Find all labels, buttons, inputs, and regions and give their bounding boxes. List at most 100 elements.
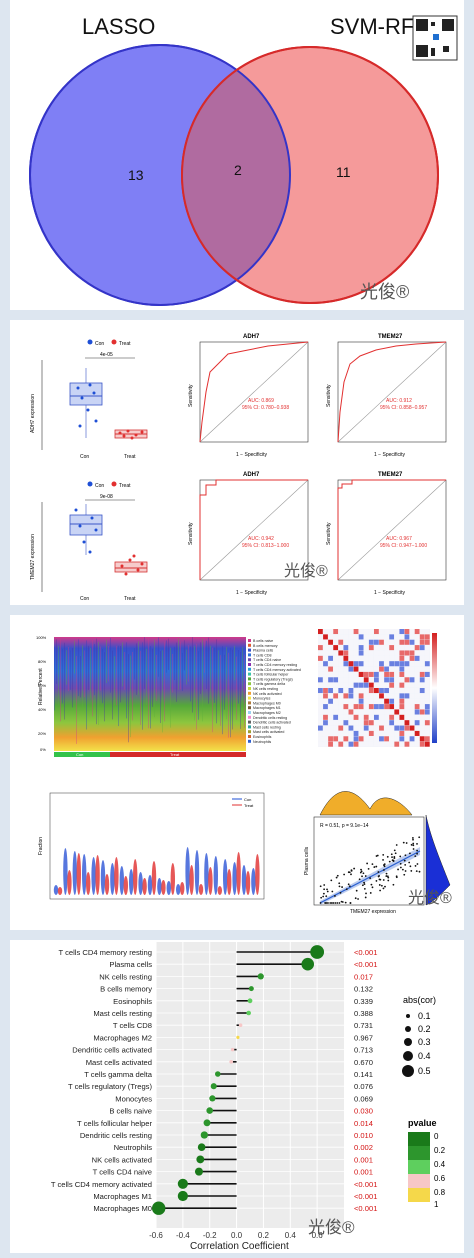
size-legend-4: 0.5 — [418, 1066, 431, 1076]
lollipop-dot — [206, 1107, 214, 1114]
row-pvalue: 0.339 — [354, 997, 373, 1006]
lollipop-dot — [209, 1095, 216, 1102]
box2-pvalue: 9e-08 — [100, 494, 113, 500]
row-label: NK cells resting — [99, 972, 152, 981]
lollipop-dot — [210, 1083, 217, 1090]
lollipop-dot — [236, 1035, 240, 1039]
stack-tick-20: 20% — [38, 731, 46, 736]
roc1-auc: AUC: 0.869 — [248, 398, 274, 404]
lollipop-dot — [177, 1178, 188, 1189]
color-legend-4: 0.8 — [434, 1188, 446, 1197]
lollipop-chart: T cells CD4 memory resting <0.001 Plasma c… — [51, 942, 446, 1252]
lollipop-dot — [238, 1023, 243, 1027]
row-label: T cells regulatory (Tregs) — [68, 1082, 152, 1091]
lollipop-dot — [200, 1131, 209, 1139]
row-pvalue: 0.010 — [354, 1131, 373, 1140]
row-pvalue: 0.001 — [354, 1168, 373, 1177]
row-label: Macrophages M1 — [93, 1192, 152, 1201]
box1-xlabel-treat: Treat — [124, 454, 136, 460]
roc2-title: TMEM27 — [378, 334, 403, 340]
row-label: B cells naive — [109, 1107, 152, 1116]
row-pvalue: 0.670 — [354, 1058, 373, 1067]
roc3-xlabel: 1 − Specificity — [236, 590, 267, 596]
stack-legend-item: Plasma cells — [253, 649, 273, 653]
row-label: T cells follicular helper — [77, 1119, 152, 1128]
row-pvalue: 0.731 — [354, 1021, 373, 1030]
stack-legend-item: T cells CD4 naive — [253, 658, 281, 662]
row-label: Macrophages M2 — [93, 1033, 152, 1042]
lollipop-dot — [246, 1010, 251, 1016]
color-legend-2: 0.4 — [434, 1160, 446, 1169]
group-label-treat: Treat — [170, 752, 180, 757]
box1-legend-con: Con — [95, 341, 104, 347]
stack-legend-item: B cells naive — [253, 639, 273, 643]
stack-legend-item: T cells gamma delta — [253, 682, 285, 686]
roc1-ylabel: Sensitivity — [188, 384, 194, 407]
row-label: Neutrophils — [114, 1143, 153, 1152]
roc4-ylabel: Sensitivity — [326, 522, 332, 545]
row-pvalue: 0.076 — [354, 1082, 373, 1091]
size-legend-3: 0.4 — [418, 1051, 431, 1061]
row-pvalue: 0.713 — [354, 1046, 373, 1055]
row-label: Plasma cells — [109, 960, 152, 969]
venn-overlap — [182, 47, 290, 303]
row-pvalue: <0.001 — [354, 960, 377, 969]
roc-panel: Con Treat 4e-05 ADH7 expression Con Trea… — [10, 320, 464, 605]
size-legend-0: 0.1 — [418, 1011, 431, 1021]
row-pvalue: 0.967 — [354, 1033, 373, 1042]
stack-legend-item: T cells CD4 memory resting — [253, 663, 297, 667]
row-label: Macrophages M0 — [93, 1204, 152, 1213]
box2-xlabel-treat: Treat — [124, 596, 136, 602]
stack-tick-100: 100% — [36, 635, 47, 640]
x-tick-label: -0.4 — [176, 1231, 190, 1240]
lollipop-dot — [229, 1059, 234, 1064]
lollipop-dot — [257, 973, 264, 980]
color-legend: pvalue 0 0.2 0.4 0.6 0.8 1 — [408, 1118, 446, 1209]
violin-ylabel: Fraction — [38, 837, 44, 855]
lollipop-panel: T cells CD4 memory resting <0.001 Plasma c… — [10, 940, 464, 1253]
scatter-xlabel: TMEM27 expression — [350, 909, 396, 915]
stack-legend-item: Mast cells activated — [253, 730, 284, 734]
legend-treat-icon — [111, 339, 117, 345]
roc1-xlabel: 1 − Specificity — [236, 452, 267, 458]
lollipop-dot — [310, 945, 325, 959]
correlation-scatter: R = 0.51, p = 9.1e−14 Plasma cells TMEM2… — [304, 791, 452, 915]
roc2-ci: 95% CI: 0.858−0.957 — [380, 405, 427, 411]
lollipop-dot — [301, 957, 315, 971]
boxplot-tmem27: Con Treat 9e-08 TMEM27 expression Con Tr… — [30, 481, 148, 602]
box1-xlabel-con: Con — [80, 454, 89, 460]
row-label: Dendritic cells resting — [80, 1131, 152, 1140]
venn-left-count: 13 — [128, 167, 144, 183]
group-bar-treat — [110, 752, 246, 757]
stack-legend-item: B cells memory — [253, 644, 278, 648]
x-tick-label: -0.6 — [149, 1231, 163, 1240]
stack-tick-40: 40% — [38, 707, 46, 712]
venn-right-count: 11 — [336, 164, 351, 180]
stack-legend-item: NK cells activated — [253, 692, 282, 696]
stack-ylabel: Relative Percent — [38, 668, 44, 705]
row-label: T cells CD4 memory activated — [51, 1180, 152, 1189]
row-label: B cells memory — [100, 985, 152, 994]
stack-legend-item: Eosinophils — [253, 735, 272, 739]
roc-curve-tmem27-test: TMEM27 AUC: 0.967 95% CI: 0.947−1.000 1 … — [326, 472, 447, 596]
x-tick-label: -0.2 — [203, 1231, 217, 1240]
stack-legend-item: Neutrophils — [253, 740, 271, 744]
row-pvalue: 0.141 — [354, 1070, 373, 1079]
roc4-auc: AUC: 0.967 — [386, 536, 412, 542]
roc1-title: ADH7 — [243, 334, 260, 340]
row-pvalue: 0.014 — [354, 1119, 373, 1128]
stack-tick-0: 0% — [40, 747, 46, 752]
color-legend-0: 0 — [434, 1132, 439, 1141]
size-legend-1: 0.2 — [418, 1024, 431, 1034]
roc4-title: TMEM27 — [378, 472, 403, 478]
box1-ylabel: ADH7 expression — [30, 394, 36, 433]
size-legend: abs(cor) 0.1 0.2 0.3 0.4 0.5 — [402, 995, 436, 1077]
color-legend-3: 0.6 — [434, 1174, 446, 1183]
stack-legend-item: T cells regulatory (Tregs) — [253, 677, 293, 681]
box2-ylabel: TMEM27 expression — [30, 534, 36, 580]
stack-tick-80: 80% — [38, 659, 46, 664]
stack-legend-item: Mast cells resting — [253, 725, 281, 729]
venn-left-label: LASSO — [82, 14, 155, 39]
roc3-auc: AUC: 0.942 — [248, 536, 274, 542]
